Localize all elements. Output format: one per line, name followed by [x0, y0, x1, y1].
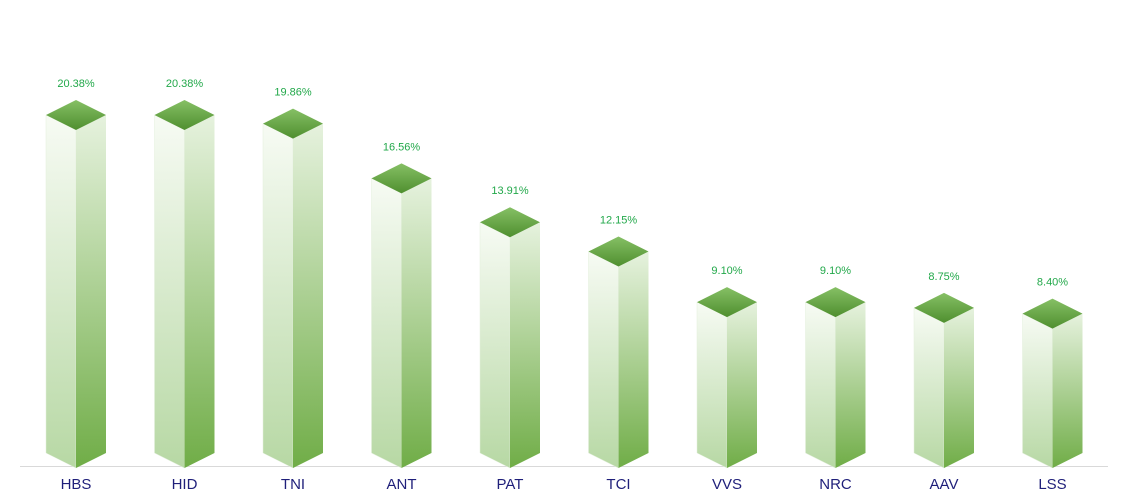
bar-right-face [510, 222, 540, 468]
bar-top [371, 163, 432, 194]
bar [154, 100, 215, 469]
x-tick-label: NRC [819, 476, 852, 493]
value-label: 8.75% [928, 271, 959, 283]
x-tick-label: VVS [712, 476, 742, 493]
bar [371, 163, 432, 469]
x-tick-label: HBS [61, 476, 92, 493]
bar [588, 236, 649, 469]
value-label: 16.56% [383, 141, 421, 153]
value-label: 13.91% [491, 185, 529, 197]
bar-top [1022, 298, 1083, 329]
x-tick-label: HID [172, 476, 198, 493]
value-label: 9.10% [711, 265, 742, 277]
bar-right-face [293, 123, 323, 468]
bar-left-face [371, 177, 402, 469]
bar-left-face [154, 114, 185, 469]
bar-left-face [45, 114, 77, 469]
value-label: 12.15% [600, 214, 638, 226]
bar-right-face [727, 302, 757, 468]
bar [262, 108, 323, 469]
bar-left-face [1022, 313, 1053, 469]
value-label: 20.38% [166, 78, 204, 90]
x-tick-label: PAT [497, 476, 524, 493]
bar-top [154, 100, 215, 130]
bar-right-face [76, 115, 106, 468]
bar-right-face [618, 251, 649, 468]
x-tick-label: AAV [930, 476, 959, 493]
bar-top [805, 287, 866, 318]
bar [696, 287, 757, 469]
bar-right-face [944, 307, 974, 468]
bar-top [697, 287, 757, 318]
bar [805, 287, 866, 469]
value-label: 19.86% [274, 87, 312, 99]
bar-right-face [184, 115, 215, 468]
x-tick-label: TNI [281, 476, 305, 493]
value-label: 9.10% [820, 265, 851, 277]
bar-left-face [262, 123, 294, 469]
value-label: 20.38% [57, 78, 95, 90]
bar-top [588, 236, 649, 267]
bar-right-face [1052, 313, 1083, 468]
bar [45, 100, 106, 469]
bar-top [46, 100, 106, 130]
x-tick-label: ANT [387, 476, 417, 493]
bar-top [480, 207, 540, 238]
bar [913, 292, 974, 469]
x-tick-label: LSS [1038, 476, 1066, 493]
bar-top [914, 292, 974, 323]
bar-left-face [479, 221, 511, 469]
bar [479, 207, 540, 469]
value-label: 8.40% [1037, 277, 1068, 289]
bar-left-face [696, 301, 728, 469]
x-tick-label: TCI [606, 476, 630, 493]
bar-top [263, 108, 323, 139]
bar-right-face [835, 302, 866, 468]
bar-left-face [805, 301, 836, 469]
bar-left-face [913, 307, 945, 469]
bar-right-face [401, 178, 432, 469]
bar [1022, 298, 1083, 469]
bar-left-face [588, 251, 619, 469]
